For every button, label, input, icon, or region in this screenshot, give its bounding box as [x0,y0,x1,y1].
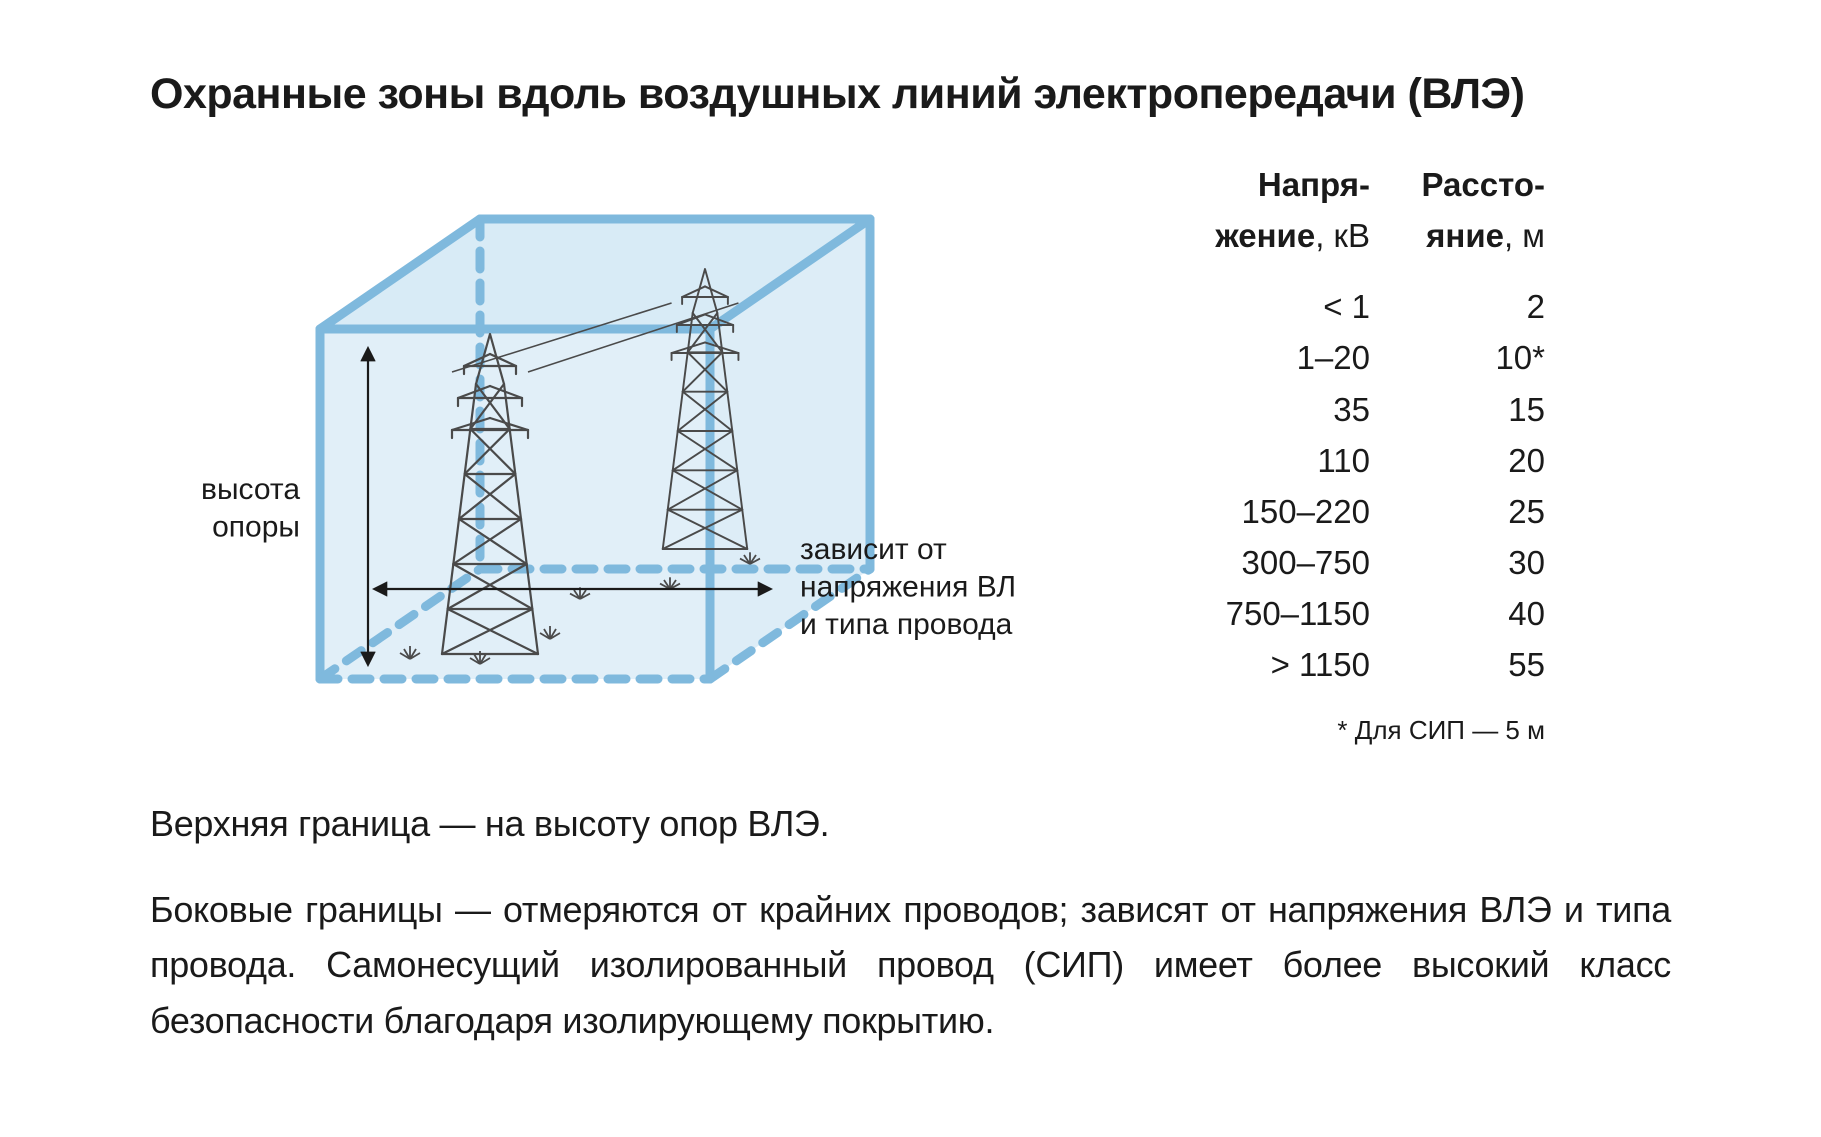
cell-distance: 20 [1370,435,1545,486]
table-row: 3515 [1150,384,1550,435]
cell-distance: 2 [1370,281,1545,332]
cell-voltage: > 1150 [1150,639,1370,690]
table-row: 300–75030 [1150,537,1550,588]
svg-text:зависит отнапряжения ВЛи типа: зависит отнапряжения ВЛи типа провода [800,533,1016,641]
upper-row: высотаопоры зависит отнапряжения ВЛи типа… [150,169,1671,751]
cell-voltage: 150–220 [1150,486,1370,537]
cell-voltage: 750–1150 [1150,588,1370,639]
paragraph-2: Боковые границы — отмеряются от крайних … [150,882,1671,1049]
table-row: 11020 [1150,435,1550,486]
body-text: Верхняя граница — на высоту опор ВЛЭ. Бо… [150,796,1671,1049]
cell-distance: 15 [1370,384,1545,435]
header-voltage-r2: , кВ [1315,217,1370,254]
cell-voltage: 300–750 [1150,537,1370,588]
table-row: < 12 [1150,281,1550,332]
table-row: > 115055 [1150,639,1550,690]
cell-distance: 10* [1370,332,1545,383]
distance-table: Напря- жение, кВ Рассто- яние, м < 121–2… [1150,159,1550,751]
cell-distance: 55 [1370,639,1545,690]
header-voltage: Напря- жение, кВ [1150,159,1370,261]
table-header: Напря- жение, кВ Рассто- яние, м [1150,159,1550,261]
diagram-svg: высотаопоры зависит отнапряжения ВЛи типа… [150,169,1070,729]
cell-distance: 40 [1370,588,1545,639]
header-voltage-r1: жение [1215,217,1315,254]
table-row: 150–22025 [1150,486,1550,537]
header-distance-r2: , м [1504,217,1545,254]
paragraph-1: Верхняя граница — на высоту опор ВЛЭ. [150,796,1671,852]
cell-voltage: 110 [1150,435,1370,486]
cell-voltage: 1–20 [1150,332,1370,383]
diagram: высотаопоры зависит отнапряжения ВЛи типа… [150,169,1070,729]
table-row: 750–115040 [1150,588,1550,639]
header-distance-bold: Рассто- [1421,166,1545,203]
header-distance: Рассто- яние, м [1370,159,1545,261]
header-voltage-bold: Напря- [1258,166,1370,203]
page-title: Охранные зоны вдоль воздушных линий элек… [150,70,1671,119]
table-footnote: * Для СИП — 5 м [1150,710,1550,750]
table-body: < 121–2010*351511020150–22025300–7503075… [1150,281,1550,690]
header-distance-r1: яние [1426,217,1504,254]
cell-distance: 25 [1370,486,1545,537]
cell-voltage: < 1 [1150,281,1370,332]
table-row: 1–2010* [1150,332,1550,383]
cell-voltage: 35 [1150,384,1370,435]
cell-distance: 30 [1370,537,1545,588]
svg-text:высотаопоры: высотаопоры [201,473,300,544]
page: Охранные зоны вдоль воздушных линий элек… [0,0,1821,1137]
